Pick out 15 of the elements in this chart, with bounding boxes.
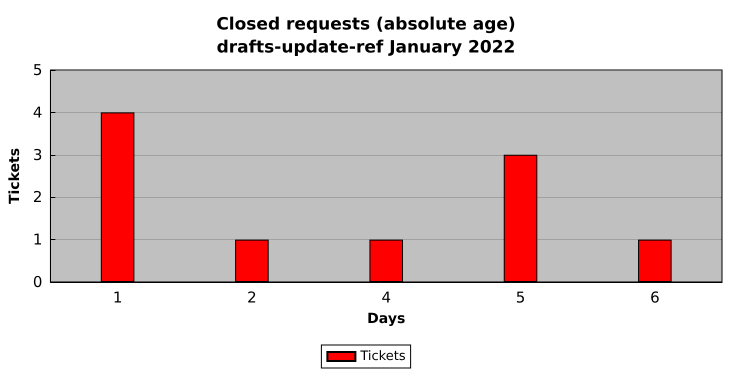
y-tick-label: 4 xyxy=(32,103,42,122)
chart-title: Closed requests (absolute age) drafts-update-ref January 2022 xyxy=(216,14,516,58)
x-tick-label: 6 xyxy=(650,288,660,306)
x-axis-title: Days xyxy=(367,311,406,327)
x-tick-label: 1 xyxy=(112,288,122,306)
y-tick-label: 0 xyxy=(32,273,42,291)
x-tick-label: 2 xyxy=(247,288,257,306)
y-tick-label: 2 xyxy=(32,188,42,206)
y-tick-label: 5 xyxy=(32,61,42,79)
y-axis-title: Tickets xyxy=(7,148,23,204)
legend-label: Tickets xyxy=(359,349,406,364)
x-tick-label: 5 xyxy=(516,288,526,306)
y-tick-label: 3 xyxy=(32,146,42,164)
y-tick-label: 1 xyxy=(32,230,42,249)
x-tick-label: 4 xyxy=(381,288,391,306)
